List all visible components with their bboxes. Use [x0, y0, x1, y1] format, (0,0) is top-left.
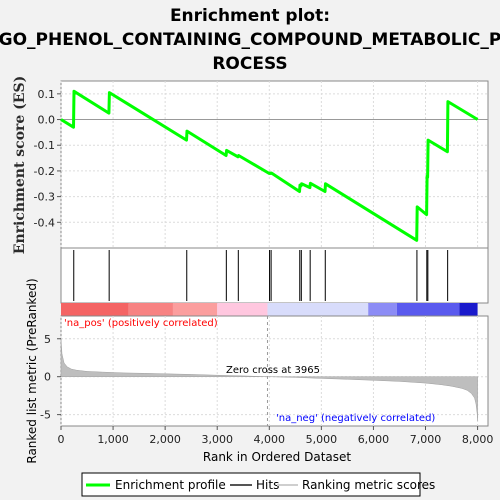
- color-bar-segment: [396, 303, 460, 316]
- es-ytick-label: -0.3: [34, 191, 55, 204]
- es-ytick-label: -0.4: [34, 216, 55, 229]
- metric-axis-label: Ranked list metric (PreRanked): [25, 278, 39, 463]
- legend: Enrichment profile Hits Ranking metric s…: [81, 472, 435, 497]
- color-bar-segment: [217, 303, 268, 316]
- chart-title-line-1: Enrichment plot:: [170, 6, 330, 26]
- metric-y-axis: -5 0 5: [40, 333, 61, 422]
- metric-xtick-label: 7,000: [410, 433, 442, 446]
- color-bar-segment: [172, 303, 218, 316]
- hits-lines: [73, 250, 449, 301]
- es-ytick-label: 0.0: [38, 114, 56, 127]
- hits-panel: [60, 247, 489, 304]
- metric-xtick-label: 2,000: [149, 433, 181, 446]
- es-ytick-label: -0.2: [34, 165, 55, 178]
- rank-color-bar: [61, 303, 478, 316]
- enrichment-profile-path: [60, 89, 479, 242]
- neg-correlated-label: 'na_neg' (negatively correlated): [276, 413, 435, 424]
- legend-hits-label: Hits: [256, 478, 279, 492]
- metric-xtick-label: 1,000: [97, 433, 129, 446]
- es-y-axis: -0.4 -0.3 -0.2 -0.1 0.0 0.1: [34, 88, 61, 229]
- enrichment-profile-line: [60, 89, 479, 242]
- color-bar-segment: [459, 303, 478, 316]
- es-grid: [60, 81, 488, 248]
- metric-ytick-label: 0: [44, 371, 51, 384]
- color-bar-segment: [61, 303, 129, 316]
- es-panel: [60, 80, 489, 249]
- legend-metric-label: Ranking metric scores: [302, 478, 435, 492]
- metric-xtick-label: 6,000: [358, 433, 390, 446]
- metric-ytick-label: 5: [44, 333, 51, 346]
- color-bar-segment: [128, 303, 173, 316]
- chart-title-line-2: GO_PHENOL_CONTAINING_COMPOUND_METABOLIC_…: [0, 30, 500, 50]
- metric-xtick-label: 3,000: [201, 433, 233, 446]
- metric-x-axis: 0 1,000 2,000 3,000 4,000 5,000 6,000 7,000 8,00…: [58, 426, 494, 446]
- rank-axis-label: Rank in Ordered Dataset: [203, 450, 351, 464]
- metric-xtick-label: 4,000: [254, 433, 286, 446]
- legend-profile-label: Enrichment profile: [115, 478, 226, 492]
- chart-title-line-3: ROCESS: [212, 54, 287, 74]
- ranking-metric-area: [60, 338, 478, 421]
- metric-panel: [60, 315, 489, 427]
- metric-xtick-label: 0: [58, 433, 65, 446]
- metric-ytick-label: -5: [40, 409, 51, 422]
- color-bar-segment: [368, 303, 397, 316]
- es-ytick-label: -0.1: [34, 139, 55, 152]
- zero-cross-label: Zero cross at 3965: [226, 365, 320, 376]
- metric-xtick-label: 5,000: [306, 433, 338, 446]
- metric-xtick-label: 8,000: [462, 433, 494, 446]
- pos-correlated-label: 'na_pos' (positively correlated): [64, 318, 218, 329]
- es-axis-label: Enrichment score (ES): [12, 76, 28, 254]
- color-bar-segment: [267, 303, 369, 316]
- es-ytick-label: 0.1: [38, 88, 56, 101]
- ranking-metric-path: [60, 338, 478, 421]
